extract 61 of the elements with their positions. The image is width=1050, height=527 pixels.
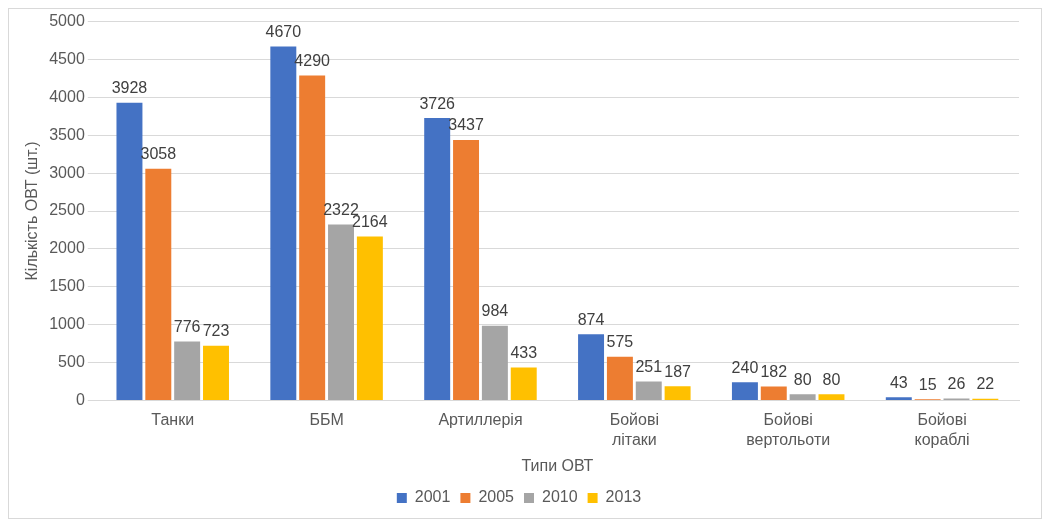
bar: [299, 75, 326, 400]
bar: [481, 325, 508, 400]
y-tick-label: 4500: [49, 49, 85, 67]
y-tick-label: 4000: [49, 87, 85, 105]
y-tick-label: 3500: [49, 125, 85, 143]
data-label: 182: [760, 363, 788, 381]
bar: [578, 334, 605, 400]
bar: [424, 118, 451, 400]
bar: [203, 345, 229, 400]
x-tick-label: Бойові літаки: [609, 411, 659, 448]
x-tick-label: ББМ: [309, 411, 344, 429]
bar: [664, 386, 691, 400]
bar: [510, 367, 537, 400]
data-label: 26: [947, 374, 966, 392]
data-label: 80: [793, 370, 812, 388]
x-axis-title: Типи ОВТ: [521, 456, 594, 474]
bar: [635, 381, 662, 400]
y-tick-label: 3000: [49, 163, 85, 181]
data-label: 776: [173, 318, 201, 336]
y-tick-label: 2000: [49, 239, 85, 257]
bar: [885, 397, 912, 400]
y-tick-label: 1500: [49, 277, 85, 295]
y-tick-label: 1000: [49, 315, 85, 333]
data-label: 4670: [265, 23, 302, 41]
x-tick-label: Бойові кораблі: [914, 411, 970, 448]
bar: [731, 382, 758, 400]
y-axis-title: Кількість ОВТ (шт.): [23, 141, 41, 281]
x-tick-label: Танки: [151, 411, 195, 429]
data-label: 723: [202, 322, 230, 340]
data-label: 3726: [419, 94, 456, 112]
data-label: 80: [822, 370, 841, 388]
bar: [453, 140, 480, 400]
data-label: 43: [889, 373, 908, 391]
legend-label: 2013: [605, 488, 642, 506]
y-tick-label: 2500: [49, 201, 85, 219]
data-label: 15: [918, 375, 937, 393]
bar: [606, 356, 633, 400]
data-label: 3928: [111, 79, 148, 97]
legend-label: 2001: [414, 488, 451, 506]
y-tick-label: 500: [58, 352, 85, 370]
x-tick-label: Бойові вертольоти: [746, 411, 831, 448]
x-tick-label: Артиллерія: [438, 411, 523, 429]
legend-label: 2010: [542, 488, 578, 506]
bar: [174, 341, 201, 400]
bar: [789, 394, 816, 400]
data-label: 240: [731, 358, 759, 376]
bar: [760, 386, 787, 400]
bar: [116, 102, 143, 400]
data-label: 874: [577, 310, 605, 328]
legend-label: 2005: [478, 488, 515, 506]
data-label: 22: [976, 375, 995, 393]
data-label: 433: [510, 344, 538, 361]
data-label: 575: [606, 333, 634, 351]
bar: [145, 168, 172, 400]
y-tick-label: 5000: [49, 12, 85, 30]
data-label: 187: [664, 362, 692, 380]
bar: [818, 394, 845, 400]
y-tick-label: 0: [75, 390, 85, 408]
data-label: 251: [635, 357, 663, 375]
bar: [356, 236, 383, 400]
data-label: 984: [481, 302, 509, 320]
